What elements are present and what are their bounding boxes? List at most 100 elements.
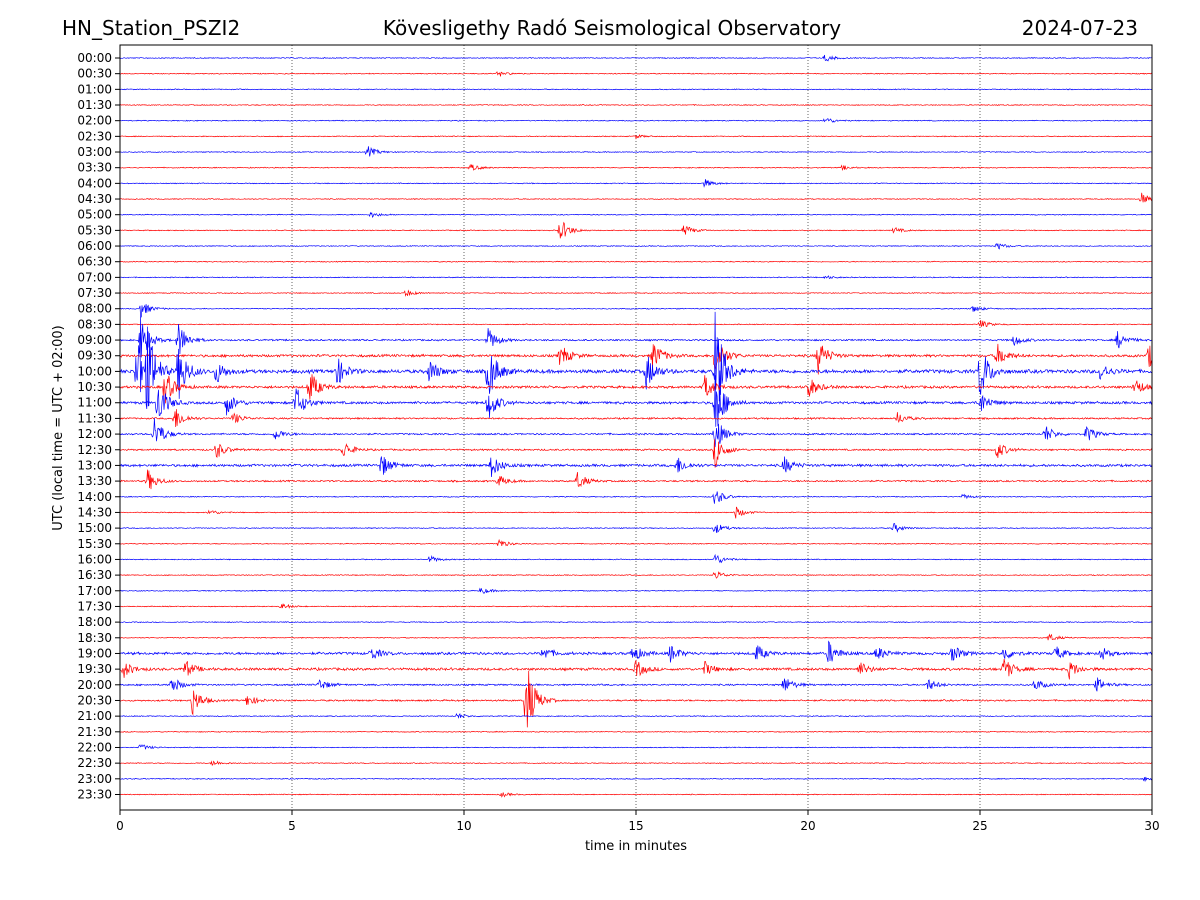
y-tick-label: 05:00 bbox=[77, 208, 112, 222]
y-tick-label: 03:00 bbox=[77, 145, 112, 159]
y-tick-label: 08:30 bbox=[77, 317, 112, 331]
y-tick-label: 07:30 bbox=[77, 286, 112, 300]
y-tick-label: 08:00 bbox=[77, 302, 112, 316]
y-tick-label: 06:00 bbox=[77, 239, 112, 253]
seismic-trace bbox=[119, 538, 1153, 547]
y-tick-label: 17:30 bbox=[77, 599, 112, 613]
y-tick-label: 18:30 bbox=[77, 631, 112, 645]
y-tick-label: 17:00 bbox=[77, 584, 112, 598]
x-tick-label: 15 bbox=[628, 819, 643, 833]
seismic-trace bbox=[119, 571, 1153, 579]
y-tick-label: 02:30 bbox=[77, 129, 112, 143]
y-tick-label: 02:00 bbox=[77, 114, 112, 128]
y-tick-label: 01:30 bbox=[77, 98, 112, 112]
seismic-trace bbox=[119, 343, 1153, 375]
y-tick-label: 14:00 bbox=[77, 490, 112, 504]
chart-date: 2024-07-23 bbox=[1021, 16, 1138, 40]
seismic-trace bbox=[119, 621, 1153, 624]
y-tick-label: 22:00 bbox=[77, 740, 112, 754]
y-tick-label: 12:30 bbox=[77, 443, 112, 457]
y-tick-label: 10:30 bbox=[77, 380, 112, 394]
seismic-trace bbox=[119, 88, 1153, 91]
seismic-trace bbox=[119, 54, 1152, 62]
x-tick-label: 25 bbox=[972, 819, 987, 833]
seismic-trace bbox=[119, 304, 1153, 318]
seismic-trace bbox=[119, 730, 1153, 733]
y-tick-label: 11:00 bbox=[77, 396, 112, 410]
observatory-title: Kövesligethy Radó Seismological Observat… bbox=[382, 16, 842, 40]
seismic-trace bbox=[119, 134, 1153, 140]
y-tick-label: 12:00 bbox=[77, 427, 112, 441]
seismic-trace bbox=[119, 221, 1153, 239]
seismic-trace bbox=[119, 439, 1153, 468]
y-tick-label: 16:00 bbox=[77, 552, 112, 566]
seismic-trace bbox=[120, 146, 1153, 157]
seismic-trace bbox=[119, 658, 1153, 680]
y-tick-label: 22:30 bbox=[77, 756, 112, 770]
seismic-trace bbox=[119, 320, 1152, 328]
seismic-trace bbox=[119, 71, 1153, 77]
y-tick-label: 05:30 bbox=[77, 223, 112, 237]
seismic-trace bbox=[119, 375, 1153, 427]
seismic-trace bbox=[119, 118, 1153, 123]
seismic-trace bbox=[119, 603, 1153, 609]
y-tick-label: 14:30 bbox=[77, 505, 112, 519]
seismic-trace bbox=[119, 640, 1153, 663]
seismic-trace bbox=[119, 776, 1153, 782]
y-tick-label: 09:30 bbox=[77, 349, 112, 363]
y-tick-label: 04:30 bbox=[77, 192, 112, 206]
x-tick-label: 30 bbox=[1144, 819, 1159, 833]
x-axis: 0 5 10 15 20 25 30 bbox=[116, 810, 1160, 833]
y-tick-label: 13:00 bbox=[77, 458, 112, 472]
y-tick-label: 23:30 bbox=[77, 787, 112, 801]
seismic-trace bbox=[120, 192, 1153, 203]
seismic-trace bbox=[119, 103, 1153, 106]
seismic-trace bbox=[119, 553, 1152, 564]
station-name: HN_Station_PSZI2 bbox=[62, 16, 241, 40]
seismic-trace bbox=[119, 491, 1153, 504]
x-tick-label: 10 bbox=[456, 819, 471, 833]
y-tick-label: 23:00 bbox=[77, 772, 112, 786]
x-tick-label: 5 bbox=[288, 819, 296, 833]
y-tick-label: 20:00 bbox=[77, 678, 112, 692]
y-tick-label: 09:00 bbox=[77, 333, 112, 347]
seismic-trace bbox=[119, 418, 1153, 448]
y-tick-label: 01:00 bbox=[77, 82, 112, 96]
y-tick-label: 16:30 bbox=[77, 568, 112, 582]
seismic-trace bbox=[119, 275, 1153, 280]
y-tick-label: 00:30 bbox=[77, 67, 112, 81]
grid-lines bbox=[291, 45, 981, 810]
seismic-trace bbox=[119, 243, 1153, 250]
seismic-trace bbox=[119, 456, 1153, 478]
seismic-trace bbox=[119, 311, 1153, 410]
trace-group bbox=[119, 54, 1153, 798]
seismic-trace bbox=[119, 633, 1153, 641]
seismic-trace bbox=[119, 677, 1153, 692]
seismic-trace bbox=[119, 260, 1153, 263]
seismic-trace bbox=[119, 506, 1153, 519]
seismic-trace bbox=[119, 211, 1153, 218]
seismic-trace bbox=[119, 587, 1153, 594]
y-tick-label: 13:30 bbox=[77, 474, 112, 488]
x-axis-label: time in minutes bbox=[585, 839, 687, 854]
y-tick-label: 18:00 bbox=[77, 615, 112, 629]
y-tick-label: 03:30 bbox=[77, 161, 112, 175]
y-tick-label: 15:30 bbox=[77, 537, 112, 551]
seismic-trace bbox=[119, 179, 1153, 188]
y-tick-label: 11:30 bbox=[77, 411, 112, 425]
y-tick-label: 21:00 bbox=[77, 709, 112, 723]
y-tick-label: 06:30 bbox=[77, 255, 112, 269]
y-tick-label: 19:30 bbox=[77, 662, 112, 676]
seismic-trace bbox=[120, 317, 1152, 358]
seismic-trace bbox=[119, 409, 1153, 428]
seismic-trace bbox=[119, 163, 1153, 171]
x-tick-label: 0 bbox=[116, 819, 124, 833]
seismic-trace bbox=[119, 760, 1153, 766]
y-axis-label: UTC (local time = UTC + 02:00) bbox=[51, 325, 66, 530]
seismic-trace bbox=[119, 522, 1153, 533]
seismic-trace bbox=[119, 469, 1153, 490]
seismic-trace bbox=[119, 744, 1153, 750]
y-tick-label: 15:00 bbox=[77, 521, 112, 535]
